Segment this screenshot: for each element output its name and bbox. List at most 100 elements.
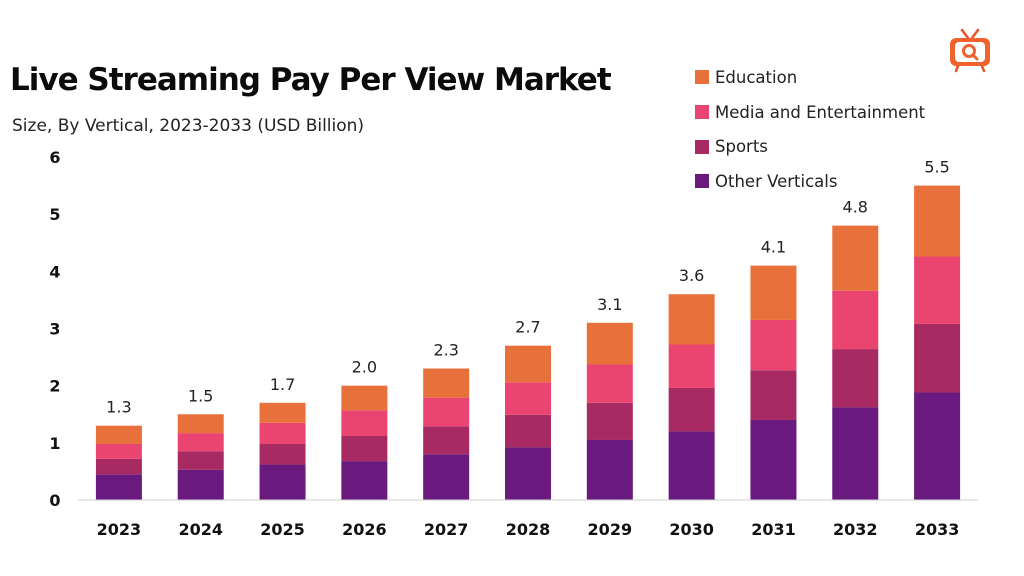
bar-stack — [259, 402, 306, 500]
chart-title: Live Streaming Pay Per View Market — [10, 62, 612, 98]
legend-item-education: Education — [695, 60, 925, 95]
bar-segment-sports — [95, 458, 142, 475]
legend-item-sports: Sports — [695, 129, 925, 164]
bar-segment-media-and-entertainment — [95, 443, 142, 459]
total-value-label: 4.1 — [761, 238, 786, 257]
bar-segment-sports — [914, 323, 961, 393]
bar-stack — [586, 322, 633, 500]
x-tick-label: 2031 — [751, 520, 796, 539]
total-value-label: 2.3 — [433, 341, 458, 360]
legend-label-media-and-entertainment: Media and Entertainment — [715, 102, 926, 122]
bar-segment-other-verticals — [259, 464, 306, 500]
bar-stack — [914, 185, 961, 500]
bar-segment-other-verticals — [668, 431, 715, 500]
legend-label-sports: Sports — [715, 137, 768, 157]
y-tick-label: 0 — [49, 491, 60, 510]
x-tick-label: 2030 — [669, 520, 714, 539]
bar-segment-other-verticals — [750, 419, 797, 500]
bar-groups — [95, 185, 961, 500]
bar-segment-media-and-entertainment — [914, 256, 961, 324]
bar-segment-sports — [341, 435, 388, 462]
legend: Education Media and Entertainment Sports… — [695, 60, 925, 199]
legend-label-education: Education — [715, 67, 798, 87]
legend-swatch-other-verticals — [695, 174, 709, 189]
bar-segment-education — [423, 368, 470, 398]
bar-segment-education — [505, 345, 551, 383]
bar-segment-education — [177, 414, 224, 434]
legend-item-other-verticals: Other Verticals — [695, 164, 925, 199]
bar-stack — [423, 368, 470, 500]
bar-segment-media-and-entertainment — [423, 397, 470, 427]
y-tick-label: 4 — [49, 262, 60, 281]
total-value-label: 1.7 — [270, 375, 295, 394]
bar-segment-education — [750, 265, 797, 320]
bar-segment-media-and-entertainment — [341, 410, 388, 436]
legend-item-media-and-entertainment: Media and Entertainment — [695, 95, 925, 130]
bar-segment-education — [259, 402, 306, 423]
bar-stack — [750, 265, 797, 500]
bar-segment-sports — [832, 349, 879, 408]
bar-segment-sports — [586, 402, 633, 440]
y-tick-label: 5 — [49, 205, 60, 224]
bar-segment-sports — [177, 451, 224, 470]
y-tick-label: 3 — [49, 320, 60, 339]
bar-segment-education — [341, 385, 388, 411]
x-tick-label: 2026 — [342, 520, 387, 539]
total-labels: 1.3 1.5 1.7 2.0 2.3 2.7 3.1 3.6 4.1 4.8 5.5 — [106, 158, 950, 417]
bar-segment-media-and-entertainment — [750, 319, 797, 371]
bar-stack — [668, 294, 715, 500]
x-tick-label: 2027 — [424, 520, 469, 539]
bar-segment-sports — [505, 414, 551, 448]
x-tick-label: 2028 — [506, 520, 551, 539]
bar-segment-other-verticals — [832, 407, 879, 500]
tv-search-logo-icon — [950, 28, 990, 73]
total-value-label: 2.0 — [352, 358, 377, 377]
total-value-label: 1.5 — [188, 386, 213, 405]
bar-segment-education — [95, 425, 142, 444]
x-tick-label: 2025 — [260, 520, 305, 539]
total-value-label: 2.7 — [515, 318, 540, 337]
bar-segment-education — [586, 322, 633, 365]
bar-segment-other-verticals — [177, 469, 224, 500]
y-tick-label: 2 — [49, 377, 60, 396]
x-tick-label: 2029 — [588, 520, 633, 539]
bar-segment-media-and-entertainment — [177, 433, 224, 452]
x-tick-label: 2023 — [97, 520, 142, 539]
chart-subtitle: Size, By Vertical, 2023-2033 (USD Billio… — [12, 116, 365, 136]
y-axis: 0 1 2 3 4 5 6 — [49, 148, 60, 510]
bar-segment-other-verticals — [423, 454, 470, 500]
total-value-label: 3.1 — [597, 295, 622, 314]
bar-segment-media-and-entertainment — [832, 290, 879, 350]
bar-segment-media-and-entertainment — [505, 382, 551, 415]
total-value-label: 5.5 — [924, 158, 949, 177]
bar-stack — [832, 225, 879, 500]
legend-swatch-sports — [695, 139, 709, 154]
legend-swatch-education — [695, 70, 709, 85]
total-value-label: 1.3 — [106, 398, 131, 417]
bar-stack — [177, 414, 224, 500]
bar-segment-sports — [750, 370, 797, 420]
bar-segment-other-verticals — [586, 439, 633, 500]
y-tick-label: 6 — [49, 148, 60, 167]
bar-segment-other-verticals — [505, 447, 551, 500]
bar-stack — [95, 425, 142, 500]
x-tick-label: 2024 — [178, 520, 223, 539]
bar-stack — [341, 385, 388, 500]
x-axis: 2023 2024 2025 2026 2027 2028 2029 2030 2031 2032… — [97, 520, 960, 539]
total-value-label: 3.6 — [679, 266, 704, 285]
bar-stack — [505, 345, 551, 500]
bar-segment-sports — [423, 426, 470, 455]
bar-segment-other-verticals — [341, 461, 388, 500]
bar-segment-media-and-entertainment — [586, 364, 633, 403]
y-tick-label: 1 — [49, 434, 60, 453]
x-tick-label: 2032 — [833, 520, 878, 539]
bar-segment-other-verticals — [914, 392, 961, 500]
bar-segment-media-and-entertainment — [668, 344, 715, 388]
legend-label-other-verticals: Other Verticals — [715, 171, 838, 191]
bar-segment-sports — [259, 443, 306, 465]
total-value-label: 4.8 — [843, 198, 868, 217]
legend-swatch-media-and-entertainment — [695, 105, 709, 120]
bar-segment-education — [914, 185, 961, 257]
bar-segment-education — [668, 294, 715, 345]
